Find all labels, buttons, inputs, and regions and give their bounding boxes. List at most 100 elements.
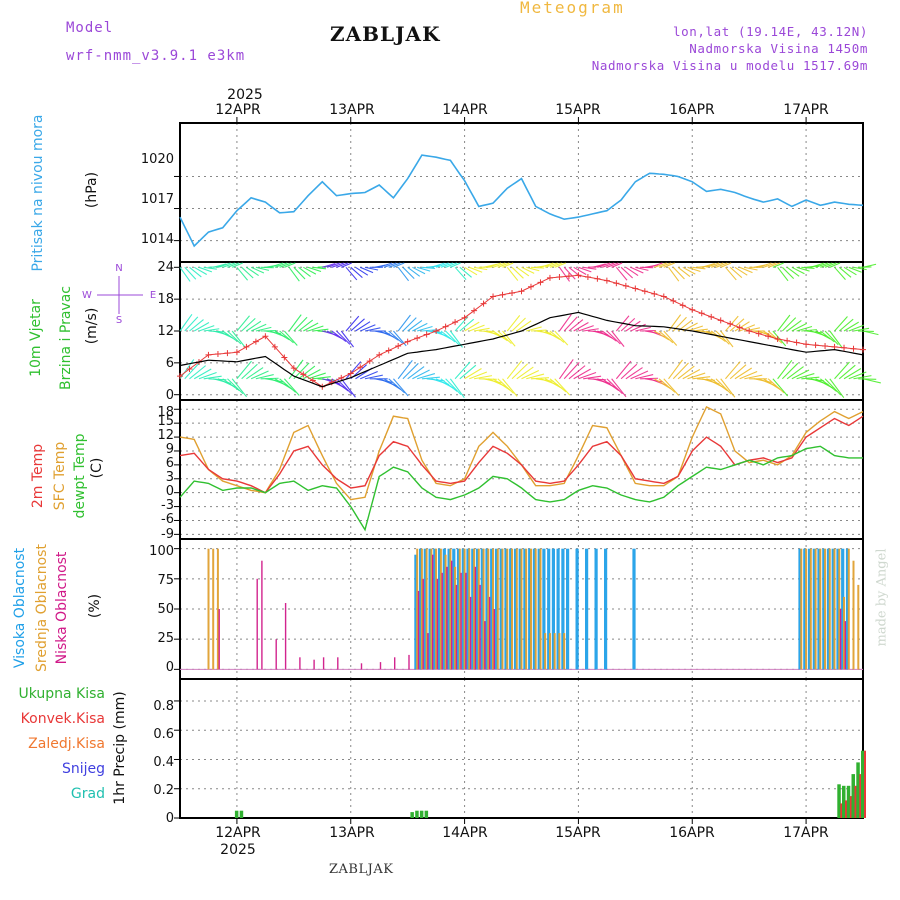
high-cloud-bar <box>537 548 541 670</box>
wind-barb <box>772 378 789 397</box>
mid-cloud-bar <box>416 548 419 670</box>
wind-barb <box>336 330 351 345</box>
wind-barb <box>255 374 274 380</box>
wind-barb <box>715 378 732 395</box>
low-cloud-bar <box>451 560 453 670</box>
wind-barb <box>293 316 308 332</box>
wind-barb <box>554 330 569 346</box>
wind-barb <box>198 266 213 273</box>
wind-barb <box>255 326 272 332</box>
cloud-ytick: 100 <box>149 544 174 559</box>
pressure-ytick: 1020 <box>141 152 174 167</box>
wind-barb <box>540 262 554 268</box>
wind-barb <box>454 316 469 332</box>
wind-barb <box>246 367 264 380</box>
high-cloud-bar <box>836 548 840 670</box>
wind-barb <box>464 368 482 380</box>
high-cloud-bar <box>499 548 503 670</box>
wind-barb <box>464 321 480 332</box>
top-day-label: 17APR <box>783 102 829 118</box>
low-cloud-bar <box>474 566 477 670</box>
wind-barb <box>838 364 856 380</box>
wind-barb <box>635 374 654 380</box>
low-cloud-bar <box>379 662 382 670</box>
wind-gust-marker <box>376 351 383 358</box>
wind-barb <box>231 378 247 398</box>
mid-cloud-bar <box>833 548 836 670</box>
top-day-label: 13APR <box>329 102 375 118</box>
wind-barb <box>606 378 623 395</box>
wind-barb <box>843 368 862 380</box>
wind-barb <box>824 262 837 268</box>
wind-barb <box>729 364 747 380</box>
wind-barb <box>630 266 644 274</box>
pressure-line <box>179 154 864 248</box>
mid-cloud-bar <box>814 548 817 670</box>
wind-barb <box>445 330 460 346</box>
high-cloud-bar <box>475 548 480 670</box>
wind-barb <box>810 378 829 386</box>
precip-ytick: 0.6 <box>153 727 174 742</box>
compass-north: N <box>115 263 122 274</box>
high-cloud-bar <box>423 548 427 670</box>
precip-ytick: 0.8 <box>153 699 174 714</box>
wind-barb <box>274 330 290 341</box>
wind-barb <box>193 322 210 332</box>
mid-cloud-bar <box>828 548 831 670</box>
wind-barb <box>530 266 545 269</box>
wind-barb <box>184 362 201 380</box>
mid-cloud-bar <box>838 548 841 670</box>
top-day-label: 15APR <box>555 102 601 118</box>
wind-barb <box>416 266 431 272</box>
wind-barb <box>360 371 378 380</box>
wind-gust-marker <box>613 280 620 287</box>
high-cloud-bar <box>807 548 812 670</box>
wind-barb <box>454 361 471 380</box>
wind-barb <box>284 262 296 268</box>
wind-barb <box>450 262 461 268</box>
high-cloud-bar <box>532 548 536 670</box>
wind-barb <box>692 376 711 380</box>
wind-barb <box>563 362 580 380</box>
temp-ytick: 3 <box>166 470 174 485</box>
wind-barb <box>739 371 758 380</box>
wind-barb <box>469 371 488 380</box>
wind-barb <box>658 262 671 268</box>
low-cloud-bar <box>469 596 472 670</box>
temp-2m-line <box>179 415 864 494</box>
high-cloud-bar <box>414 554 418 670</box>
wind-barb <box>791 266 805 275</box>
wind-barb <box>340 378 356 398</box>
wind-barb <box>203 328 220 332</box>
high-cloud-bar <box>456 548 461 670</box>
legend-graupel: Grad <box>70 786 105 802</box>
mid-cloud-bar <box>506 548 509 670</box>
wind-barb <box>796 373 815 380</box>
wind-barb <box>298 319 314 332</box>
wind-barb <box>492 330 508 342</box>
mid-cloud-bar <box>563 633 566 670</box>
wind-barb <box>625 367 643 380</box>
wind-barb <box>843 266 857 276</box>
wind-barb <box>692 328 708 332</box>
wind-barb <box>558 359 574 380</box>
wind-barb <box>786 366 804 380</box>
wind-barb <box>464 266 478 276</box>
wind-barb <box>345 361 362 380</box>
wind-barb <box>516 320 532 332</box>
wind-barb <box>402 362 419 380</box>
wind-gust-marker <box>575 272 582 279</box>
wind-barb <box>611 262 623 268</box>
mid-cloud-bar <box>852 560 855 670</box>
low-cloud-bar <box>408 654 410 670</box>
wind-barb <box>772 330 787 347</box>
wind-barb <box>558 266 571 282</box>
precip-conv-bar <box>864 750 866 818</box>
wind-barb <box>227 330 242 345</box>
mid-cloud-bar <box>435 548 438 670</box>
mid-cloud-bar <box>534 548 537 670</box>
wind-barb <box>497 378 514 394</box>
wind-barb <box>829 330 843 348</box>
wind-gust-marker <box>499 291 506 298</box>
wind-barb <box>459 364 477 380</box>
